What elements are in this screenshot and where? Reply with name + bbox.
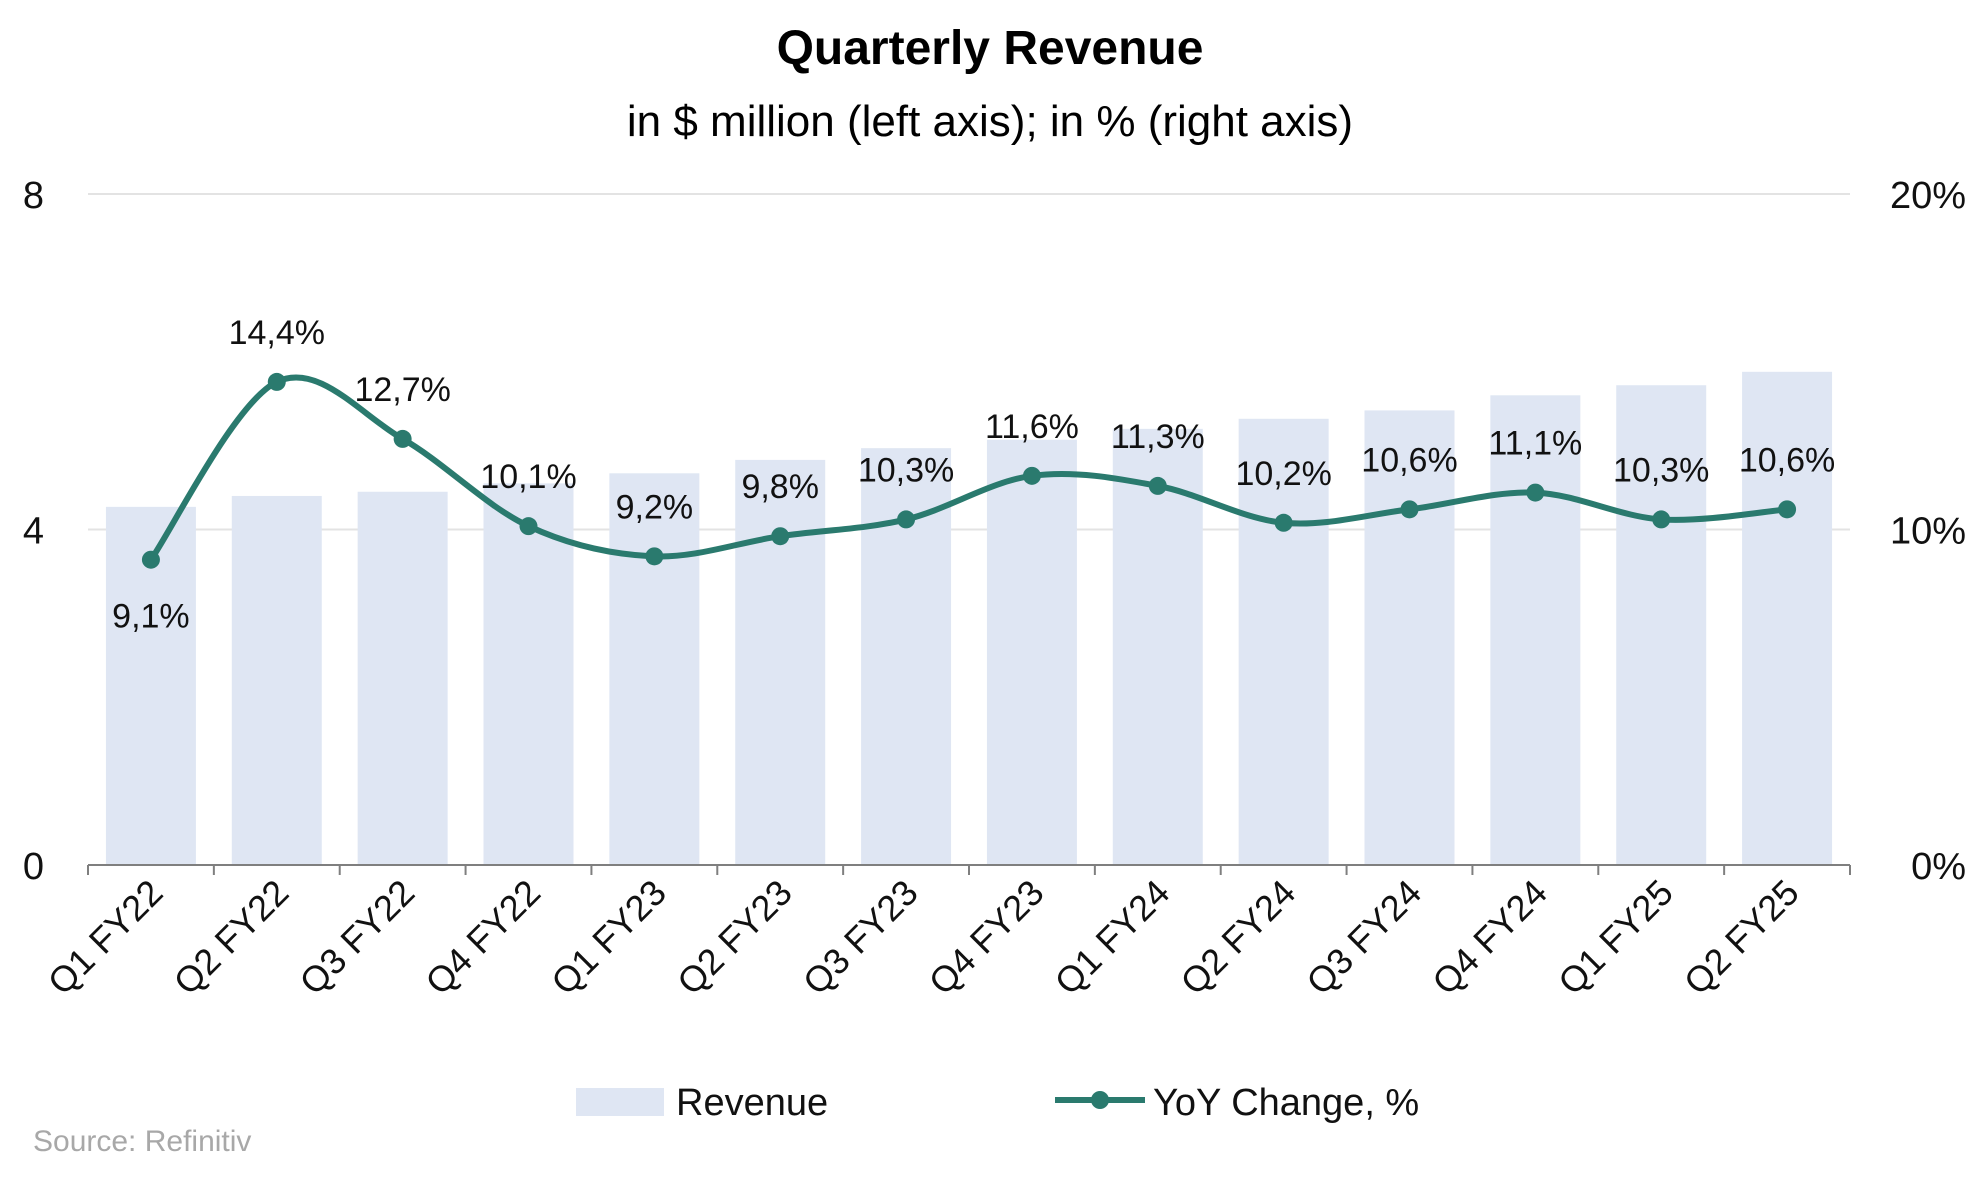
x-tick-label: Q2 FY25 [1676,872,1807,1003]
bar-revenue [1112,428,1203,865]
left-tick-label: 0 [23,846,44,888]
right-axis-ticks: 0% 10% 20% [1890,175,1966,888]
data-label-yoy: 11,1% [1488,425,1582,463]
point-yoy-change [1652,510,1671,529]
x-tick-label: Q2 FY22 [166,872,297,1003]
axes [87,864,1851,875]
point-yoy-change [519,517,538,536]
data-label-yoy: 9,8% [741,468,819,506]
legend-swatch-revenue [576,1088,664,1116]
bar-revenue [986,439,1077,865]
data-label-yoy: 9,1% [112,598,190,636]
right-tick-label: 20% [1890,175,1966,217]
bar-revenue [1238,418,1329,865]
bar-revenue [483,483,574,865]
bar-revenue [609,473,700,865]
left-tick-label: 8 [23,175,44,217]
data-label-yoy: 10,2% [1235,455,1331,493]
bar-revenue [735,459,826,865]
chart-subtitle: in $ million (left axis); in % (right ax… [627,97,1353,146]
x-tick-label: Q4 FY24 [1424,872,1555,1003]
source-note: Source: Refinitiv [33,1125,251,1158]
data-label-yoy: 11,3% [1111,418,1205,456]
bar-revenue [1616,385,1707,865]
x-tick-label: Q1 FY22 [40,872,171,1003]
data-label-yoy: 10,6% [1739,441,1835,479]
x-tick-label: Q4 FY22 [417,872,548,1003]
yoy-data-labels: 9,1% 14,4% 12,7% 10,1% 9,2% 9,8% 10,3% 11,6% 11,… [112,314,1835,636]
x-tick-label: Q3 FY24 [1298,872,1429,1003]
point-yoy-change [1526,483,1545,502]
x-tick-label: Q1 FY23 [543,872,674,1003]
point-yoy-change [897,510,916,529]
point-yoy-change [771,527,790,546]
data-label-yoy: 12,7% [354,371,450,409]
x-tick-label: Q1 FY24 [1047,872,1178,1003]
bar-revenue [357,491,448,865]
left-tick-label: 4 [23,511,44,553]
point-yoy-change [393,429,412,448]
yoy-line [141,372,1797,569]
point-yoy-change [141,550,160,569]
data-label-yoy: 10,3% [858,451,954,489]
right-tick-label: 0% [1911,846,1966,888]
legend-marker-yoy [1091,1091,1109,1109]
point-yoy-change [1778,500,1797,519]
right-tick-label: 10% [1890,511,1966,553]
point-yoy-change [1022,466,1041,485]
x-tick-label: Q4 FY23 [921,872,1052,1003]
data-label-yoy: 10,3% [1613,451,1709,489]
legend-label-yoy: YoY Change, % [1153,1082,1419,1124]
data-label-yoy: 11,6% [985,408,1079,446]
x-tick-label: Q2 FY24 [1172,872,1303,1003]
point-yoy-change [1400,500,1419,519]
x-tick-label: Q1 FY25 [1550,872,1681,1003]
legend: Revenue YoY Change, % [576,1082,1419,1124]
data-label-yoy: 14,4% [229,314,325,352]
x-tick-label: Q3 FY22 [291,872,422,1003]
bar-revenue [1742,371,1833,865]
point-yoy-change [1148,476,1167,495]
bar-revenue [231,495,322,865]
data-label-yoy: 9,2% [616,488,694,526]
gridlines [88,193,1850,531]
x-tick-label: Q3 FY23 [795,872,926,1003]
revenue-bars [105,371,1833,865]
data-label-yoy: 10,1% [480,458,576,496]
chart-title: Quarterly Revenue [777,22,1204,75]
bar-revenue [1490,395,1581,865]
point-yoy-change [1274,513,1293,532]
legend-label-revenue: Revenue [676,1082,828,1124]
point-yoy-change [645,547,664,566]
left-axis-ticks: 0 4 8 [23,175,44,888]
point-yoy-change [267,372,286,391]
bar-revenue [1364,410,1455,865]
data-label-yoy: 10,6% [1361,441,1457,479]
x-tick-label: Q2 FY23 [669,872,800,1003]
